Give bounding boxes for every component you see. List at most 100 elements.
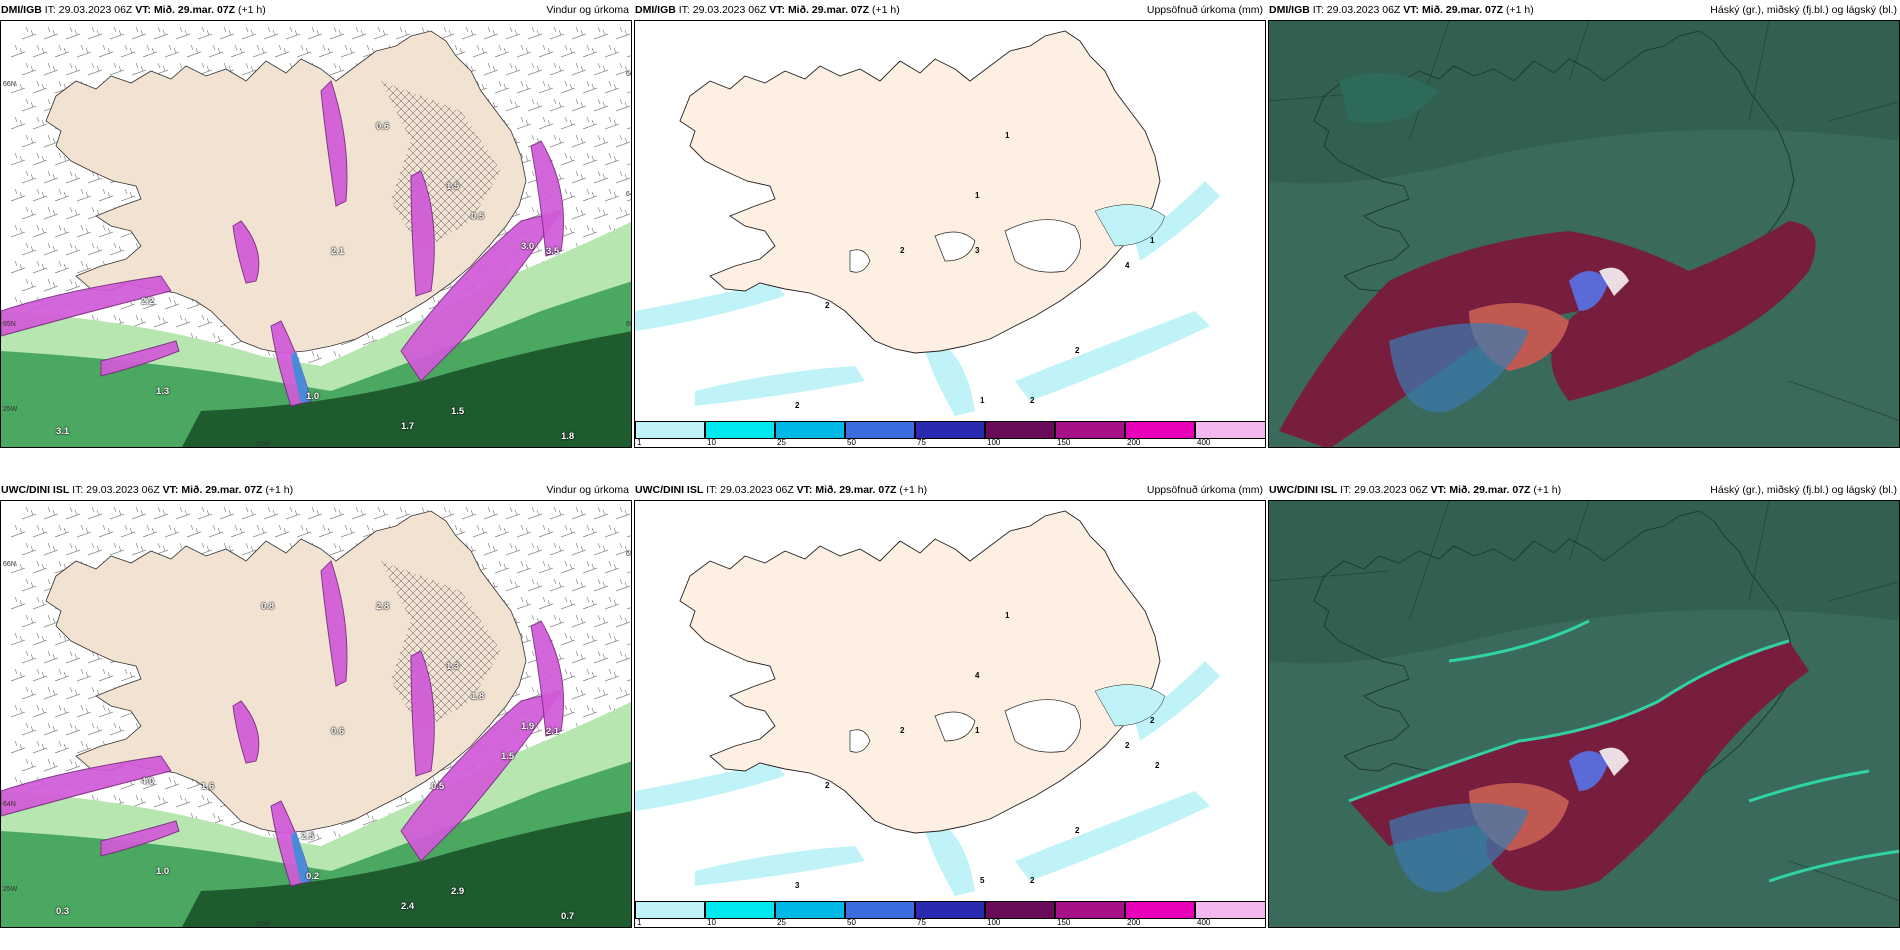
- accumulation-value-label: 1: [1005, 611, 1010, 620]
- precip-value-label: 0.5: [431, 781, 445, 792]
- precip-value-label: 1.5: [451, 406, 465, 417]
- accumulation-value-label: 1: [1150, 236, 1155, 245]
- colorbar-swatch: [1055, 421, 1125, 439]
- grid-coordinate-label: 25W: [3, 886, 18, 893]
- colorbar-tick: 100: [987, 918, 1001, 927]
- colorbar-swatch: [635, 901, 705, 919]
- valid-time-prefix: VT:: [769, 4, 786, 16]
- precip-value-label: 1.9: [521, 721, 535, 732]
- model-source: DMI/IGB: [635, 4, 676, 16]
- precip-value-label: 1.8: [471, 691, 485, 702]
- grid-coordinate-label: 15W: [256, 921, 271, 928]
- accumulation-value-label: 2: [900, 246, 905, 255]
- colorbar-tick: 75: [917, 918, 926, 927]
- model-source: DMI/IGB: [1269, 4, 1310, 16]
- grid-coordinate-label: 64N: [626, 191, 631, 198]
- panel-header: DMI/IGB IT: 29.03.2023 06Z VT: Mið. 29.m…: [0, 0, 632, 20]
- grid-coordinate-label: 64N: [3, 801, 16, 808]
- lead-time: (+1 h): [265, 484, 294, 496]
- valid-time: Mið. 29.mar. 07Z: [153, 4, 236, 16]
- accumulation-value-label: 2: [1075, 346, 1080, 355]
- accumulation-value-label: 3: [795, 881, 800, 890]
- accum-panel-uwc: UWC/DINI ISL IT: 29.03.2023 06Z VT: Mið.…: [634, 480, 1266, 928]
- panel-title: Vindur og úrkoma: [546, 4, 629, 16]
- valid-time: Mið. 29.mar. 07Z: [1421, 4, 1504, 16]
- map-frame: 4.0 1.0 0.3 0.2 2.4 2.9 0.7 2.8 1.3 1.8 1.9 2.1 0.6 0…: [0, 500, 632, 928]
- wind-precip-map: [1, 501, 631, 927]
- precip-value-label: 1.8: [561, 431, 575, 442]
- panel-title: Uppsöfnuð úrkoma (mm): [1146, 4, 1263, 16]
- accumulation-value-label: 2: [795, 401, 800, 410]
- precip-value-label: 2.2: [141, 296, 155, 307]
- precip-value-label: 1.7: [401, 421, 415, 432]
- valid-time: Mið. 29.mar. 07Z: [815, 484, 897, 496]
- precip-value-label: 2.1: [546, 726, 560, 737]
- colorbar-tick: 150: [1057, 918, 1071, 927]
- grid-coordinate-label: 20W: [256, 441, 271, 448]
- accumulation-value-label: 2: [1030, 396, 1035, 405]
- cloud-panel-uwc: UWC/DINI ISL IT: 29.03.2023 06Z VT: Mið.…: [1268, 480, 1900, 928]
- precip-value-label: 0.3: [56, 906, 70, 917]
- model-source: DMI/IGB: [1, 4, 42, 16]
- panel-title: Uppsöfnuð úrkoma (mm): [1146, 484, 1263, 496]
- colorbar-tick: 400: [1197, 438, 1211, 447]
- accumulation-value-label: 2: [1150, 716, 1155, 725]
- precip-value-label: 1.6: [201, 781, 215, 792]
- precip-value-label: 0.5: [471, 211, 485, 222]
- precip-value-label: 3.5: [546, 246, 560, 257]
- map-frame: 1 4 1 2 2 3 5 2 2 2 2 2 1 10 25 50 75 100 150 200 400: [634, 500, 1266, 928]
- grid-coordinate-label: 65N: [626, 321, 631, 328]
- cloud-cover-map: [1269, 21, 1899, 447]
- panel-header: UWC/DINI ISL IT: 29.03.2023 06Z VT: Mið.…: [1268, 480, 1900, 500]
- panel-header: UWC/DINI ISL IT: 29.03.2023 06Z VT: Mið.…: [634, 480, 1266, 500]
- map-frame: [1268, 20, 1900, 448]
- precip-value-label: 2.1: [331, 246, 345, 257]
- accumulation-value-label: 2: [1030, 876, 1035, 885]
- precip-value-label: 2.5: [301, 831, 315, 842]
- panel-title: Háský (gr.), miðský (fj.bl.) og lágský (…: [1710, 4, 1897, 16]
- valid-time: Mið. 29.mar. 07Z: [1449, 484, 1531, 496]
- accum-panel-dmi: DMI/IGB IT: 29.03.2023 06Z VT: Mið. 29.m…: [634, 0, 1266, 448]
- grid-coordinate-label: 65N: [626, 551, 631, 558]
- model-source: UWC/DINI ISL: [1269, 484, 1338, 496]
- precip-value-label: 1.0: [306, 391, 320, 402]
- valid-time-prefix: VT:: [796, 484, 813, 496]
- valid-time: Mið. 29.mar. 07Z: [181, 484, 263, 496]
- accumulation-value-label: 2: [1125, 741, 1130, 750]
- init-time: IT: 29.03.2023 06Z: [1312, 4, 1401, 16]
- accumulation-value-label: 1: [975, 726, 980, 735]
- accumulation-value-label: 5: [980, 876, 985, 885]
- init-time: IT: 29.03.2023 06Z: [706, 484, 794, 496]
- colorbar-swatch: [1195, 901, 1265, 919]
- precip-value-label: 3.1: [56, 426, 70, 437]
- colorbar-tick: 1: [637, 918, 642, 927]
- panel-title: Vindur og úrkoma: [546, 484, 629, 496]
- precip-colorbar: 1 10 25 50 75 100 150 200 400: [635, 421, 1265, 447]
- grid-coordinate-label: 66N: [3, 561, 16, 568]
- init-time: IT: 29.03.2023 06Z: [72, 484, 160, 496]
- colorbar-tick: 150: [1057, 438, 1071, 447]
- colorbar-tick: 10: [707, 438, 716, 447]
- accumulation-value-label: 2: [1075, 826, 1080, 835]
- panel-header: UWC/DINI ISL IT: 29.03.2023 06Z VT: Mið.…: [0, 480, 632, 500]
- colorbar-swatch: [915, 421, 985, 439]
- colorbar-tick: 100: [987, 438, 1001, 447]
- colorbar-tick: 50: [847, 438, 856, 447]
- colorbar-tick: 25: [777, 438, 786, 447]
- panel-header: DMI/IGB IT: 29.03.2023 06Z VT: Mið. 29.m…: [1268, 0, 1900, 20]
- accumulation-value-label: 4: [975, 671, 980, 680]
- init-time: IT: 29.03.2023 06Z: [44, 4, 133, 16]
- colorbar-swatch: [845, 901, 915, 919]
- colorbar-swatch: [775, 421, 845, 439]
- colorbar-swatch: [845, 421, 915, 439]
- precip-value-label: 1.5: [501, 751, 515, 762]
- valid-time: Mið. 29.mar. 07Z: [787, 4, 870, 16]
- init-time: IT: 29.03.2023 06Z: [678, 4, 767, 16]
- colorbar-tick: 400: [1197, 918, 1211, 927]
- grid-coordinate-label: 25W: [3, 406, 18, 413]
- colorbar-swatch: [775, 901, 845, 919]
- precip-value-label: 1.5: [446, 181, 460, 192]
- accumulation-value-label: 2: [825, 301, 830, 310]
- colorbar-tick: 200: [1127, 918, 1141, 927]
- accumulation-value-label: 1: [975, 191, 980, 200]
